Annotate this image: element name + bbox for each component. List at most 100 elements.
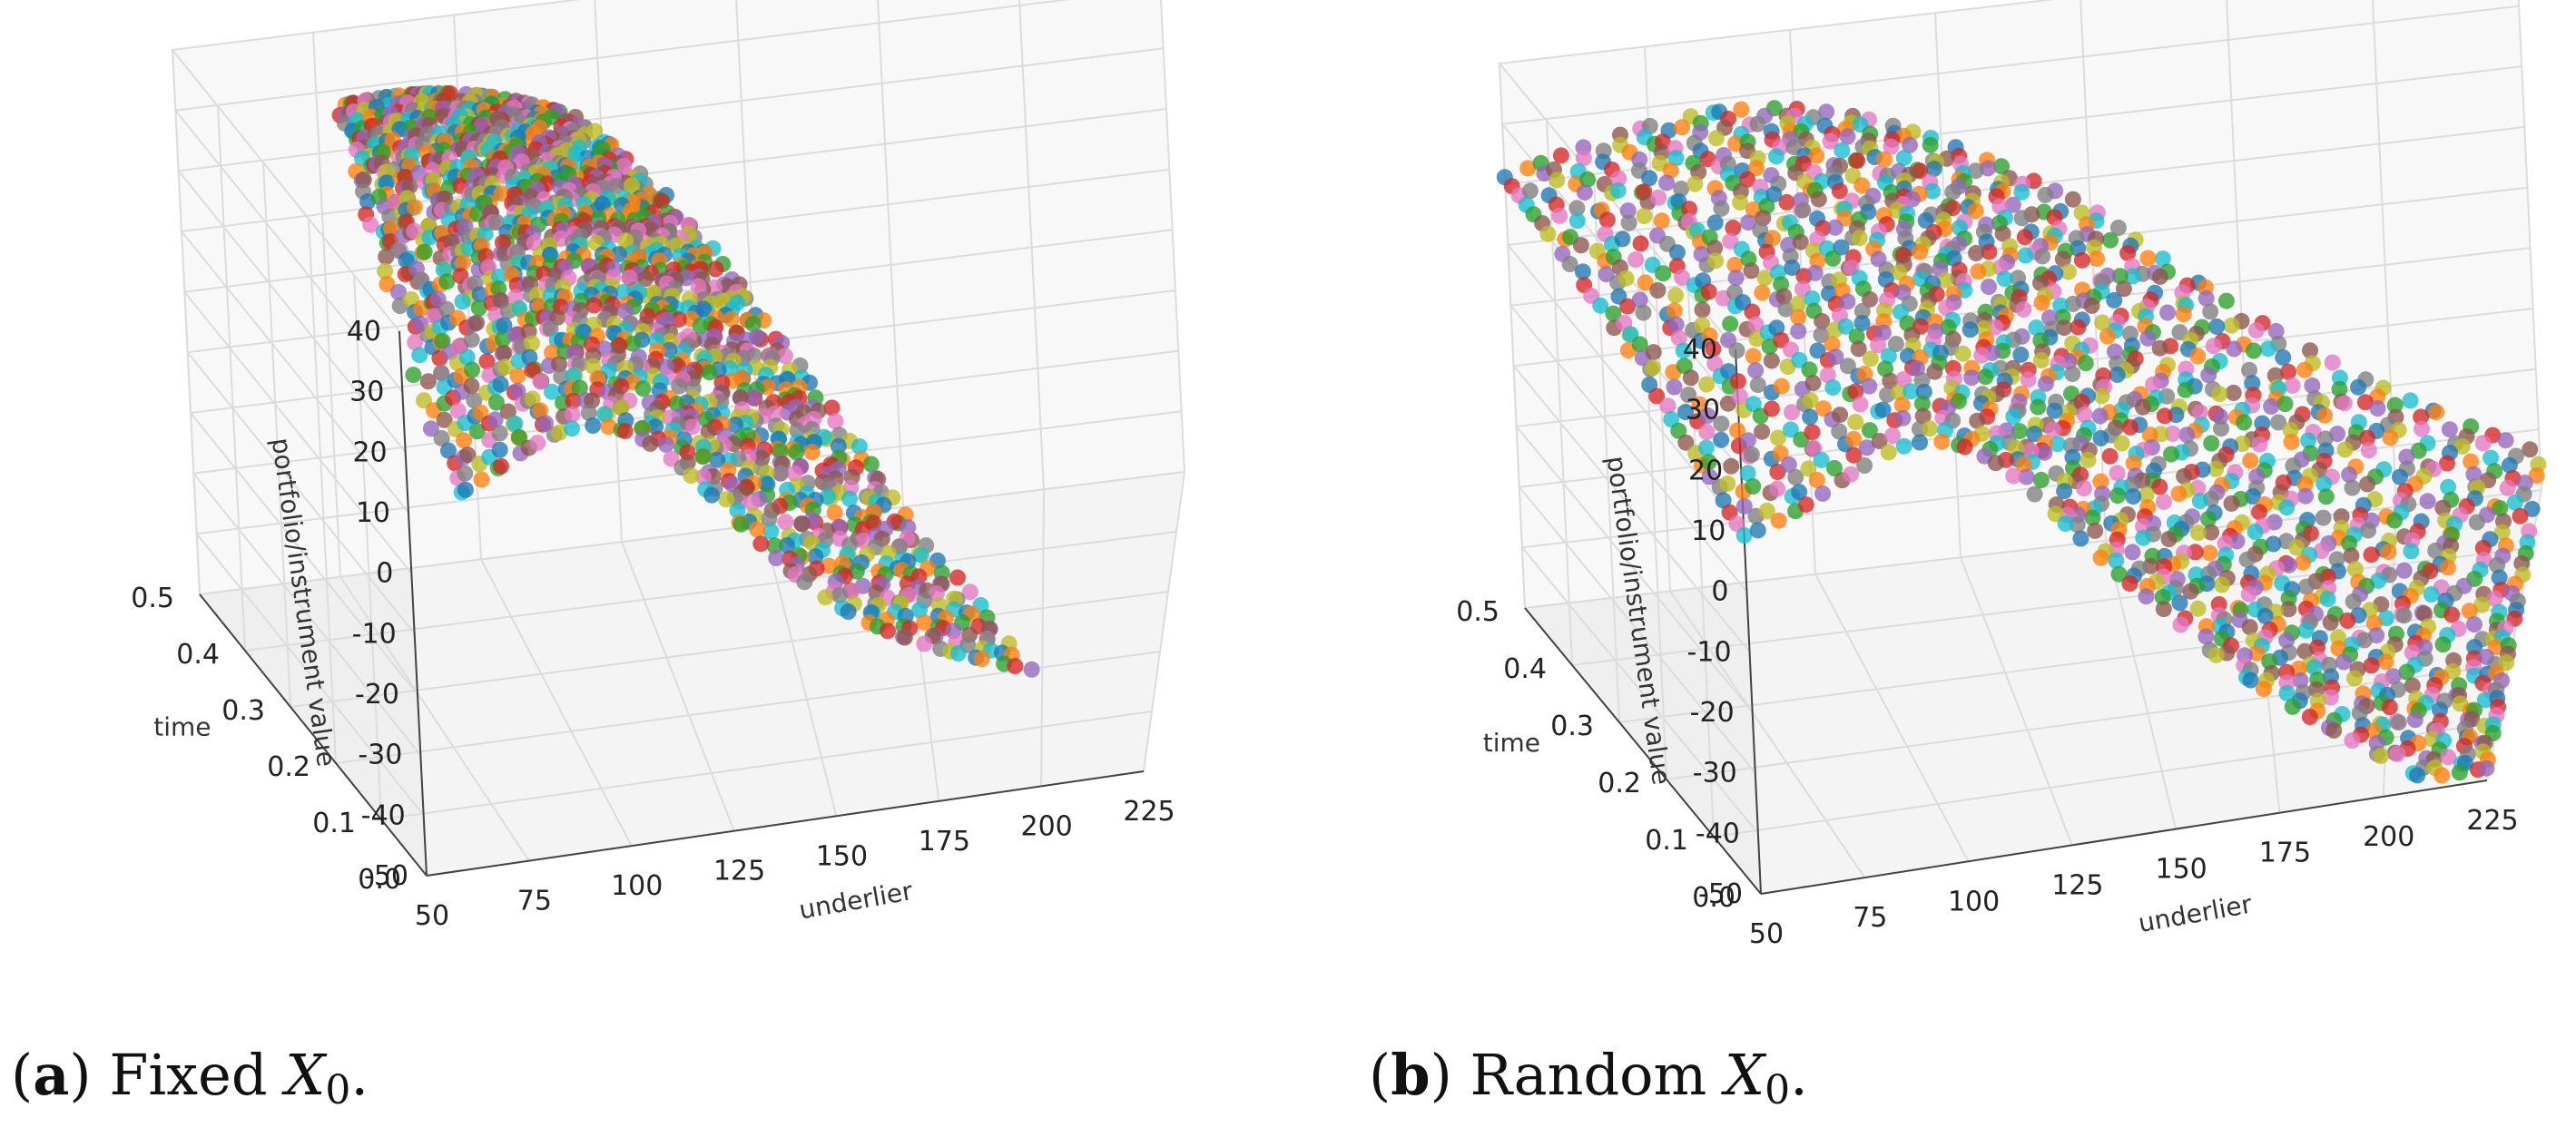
data-point — [2284, 698, 2301, 715]
data-point — [2499, 479, 2516, 496]
data-point — [2285, 457, 2302, 475]
data-point — [841, 490, 858, 507]
data-point — [2463, 453, 2480, 470]
data-point — [2497, 432, 2514, 449]
data-point — [454, 293, 471, 310]
data-point — [916, 635, 933, 652]
x-tick-label: 100 — [611, 870, 663, 902]
data-point — [1719, 475, 1736, 492]
data-point — [1790, 295, 1807, 312]
data-point — [1871, 433, 1888, 449]
x-tick-label: 125 — [2051, 869, 2103, 901]
data-point — [493, 185, 510, 202]
x-tick-label: 125 — [713, 856, 765, 887]
data-point — [1674, 269, 1691, 286]
data-point — [2296, 642, 2314, 660]
data-point — [466, 392, 483, 409]
data-point — [1808, 472, 1825, 488]
data-point — [2077, 355, 2094, 372]
data-point — [1826, 219, 1844, 236]
data-point — [2124, 268, 2141, 285]
data-point — [585, 297, 603, 314]
data-point — [2251, 436, 2268, 453]
panel-b-3d-scatter: 50751001251501752002250.00.10.20.30.40.5… — [1456, 0, 2547, 950]
data-point — [416, 243, 433, 260]
data-point — [1874, 401, 1892, 418]
data-point — [2440, 749, 2457, 766]
floor-gridline-x — [762, 524, 838, 817]
data-point — [2523, 500, 2541, 517]
data-point — [2335, 395, 2353, 412]
data-point — [1925, 160, 1942, 177]
data-point — [2191, 404, 2208, 421]
x-axis-line — [426, 770, 1145, 877]
data-point — [1701, 327, 1718, 344]
data-point — [2522, 441, 2539, 458]
back-wall-gridline-x — [2226, 0, 2252, 524]
data-point — [1743, 446, 1760, 463]
data-point — [1701, 468, 1718, 485]
wall-gridline-z — [192, 349, 1179, 756]
data-point — [2404, 644, 2421, 662]
data-point — [2441, 421, 2458, 438]
data-point — [1884, 426, 1901, 444]
data-point — [2344, 732, 2361, 749]
data-point — [1745, 348, 1762, 365]
data-point — [2439, 455, 2455, 472]
x-tick-label: 200 — [2363, 821, 2414, 853]
data-point — [1715, 492, 1732, 509]
data-point — [1645, 359, 1661, 377]
data-point — [1653, 212, 1670, 230]
data-point — [464, 361, 480, 378]
data-point — [1926, 363, 1943, 380]
data-point — [585, 417, 602, 434]
data-point — [1706, 214, 1724, 231]
caption-b: (b) Random X0. — [1369, 1042, 1808, 1113]
data-point — [2084, 509, 2101, 526]
data-point — [796, 574, 813, 591]
data-point — [2034, 248, 2051, 265]
y-tick-label: 0.1 — [312, 808, 356, 839]
data-point — [496, 345, 513, 361]
data-point — [2248, 644, 2266, 662]
data-point — [1663, 411, 1680, 427]
data-point — [2439, 559, 2456, 576]
z-axis-line — [398, 330, 428, 877]
data-point — [471, 286, 488, 303]
data-point — [457, 481, 474, 498]
data-point — [2351, 704, 2368, 721]
y-axis-label: time — [153, 712, 211, 742]
data-point — [478, 353, 496, 370]
data-point — [2270, 414, 2287, 431]
x-tick-label: 50 — [415, 900, 449, 932]
data-point — [407, 334, 424, 351]
data-point — [1668, 244, 1686, 261]
data-point — [1698, 424, 1716, 440]
data-point — [2124, 544, 2141, 561]
data-point — [850, 438, 868, 455]
data-point — [1853, 177, 1871, 194]
data-point — [2094, 314, 2111, 331]
y-tick-label: 0.5 — [131, 583, 174, 614]
data-point — [1765, 186, 1783, 203]
floor-gridline-y — [380, 711, 1153, 820]
data-point — [2160, 531, 2178, 547]
data-point — [1598, 211, 1616, 229]
data-point — [1749, 115, 1766, 132]
data-point — [2248, 468, 2266, 485]
data-point — [1784, 260, 1801, 276]
z-tick-label: 10 — [1691, 515, 1726, 547]
data-point — [1790, 323, 1807, 339]
data-point — [2011, 423, 2028, 440]
data-point — [862, 456, 880, 473]
data-point — [2060, 263, 2077, 280]
data-point — [2207, 460, 2225, 477]
data-point — [1705, 340, 1722, 358]
data-point — [2013, 210, 2030, 227]
z-tick-label: -20 — [355, 679, 399, 711]
data-point — [1735, 527, 1753, 544]
data-point — [1632, 235, 1649, 252]
data-point — [379, 174, 396, 191]
data-point — [1723, 457, 1740, 475]
data-point — [2064, 366, 2081, 383]
